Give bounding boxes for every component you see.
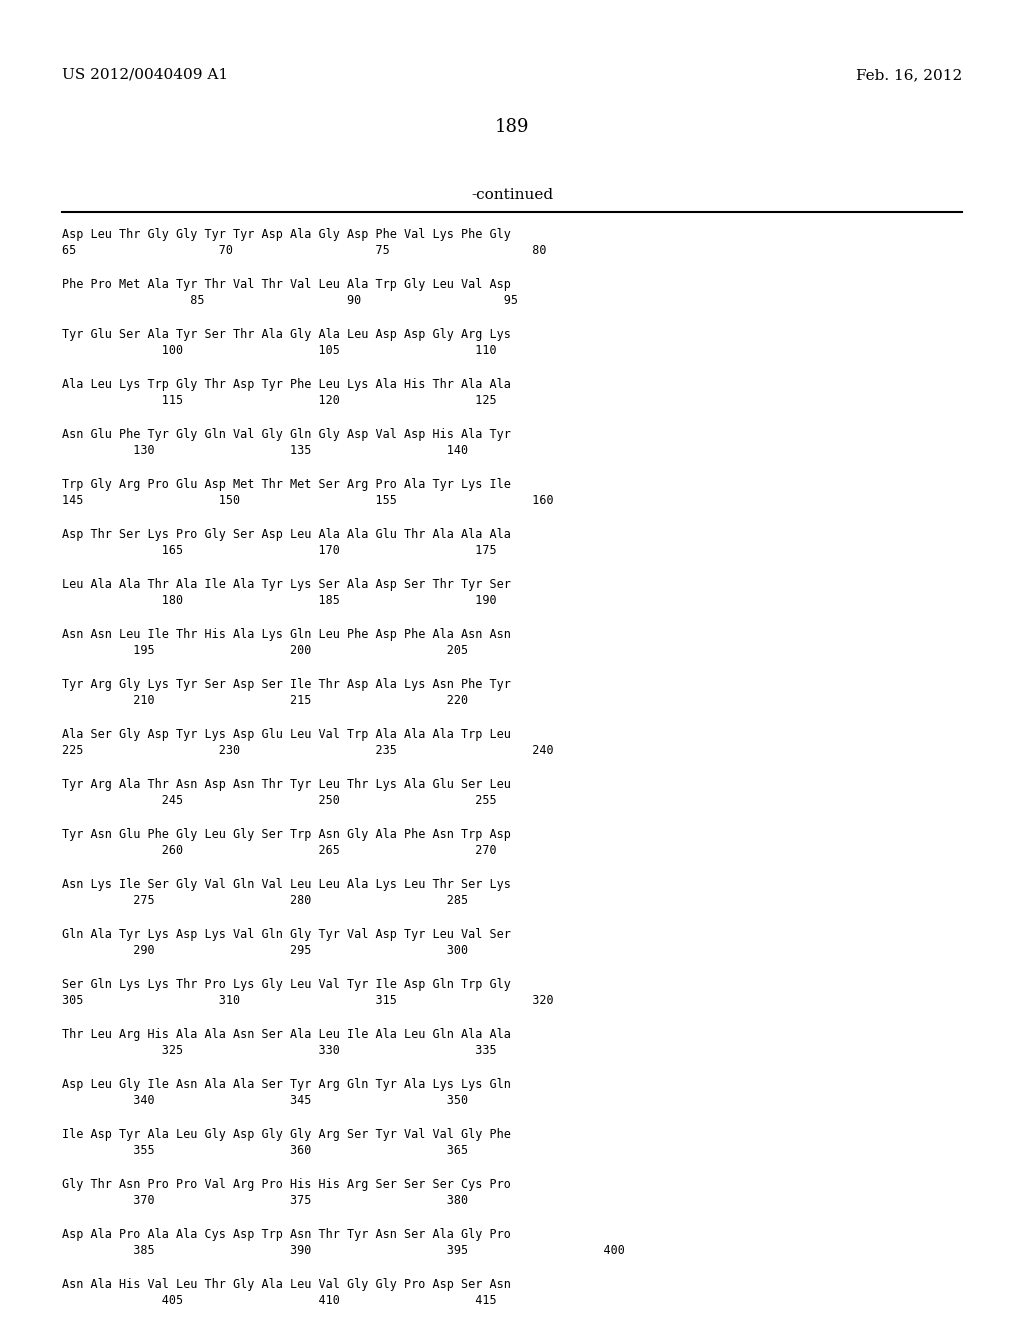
- Text: 130                   135                   140: 130 135 140: [62, 444, 468, 457]
- Text: 245                   250                   255: 245 250 255: [62, 795, 497, 807]
- Text: Asn Asn Leu Ile Thr His Ala Lys Gln Leu Phe Asp Phe Ala Asn Asn: Asn Asn Leu Ile Thr His Ala Lys Gln Leu …: [62, 628, 511, 642]
- Text: 260                   265                   270: 260 265 270: [62, 843, 497, 857]
- Text: Asp Ala Pro Ala Ala Cys Asp Trp Asn Thr Tyr Asn Ser Ala Gly Pro: Asp Ala Pro Ala Ala Cys Asp Trp Asn Thr …: [62, 1228, 511, 1241]
- Text: 85                    90                    95: 85 90 95: [62, 294, 518, 308]
- Text: Asn Glu Phe Tyr Gly Gln Val Gly Gln Gly Asp Val Asp His Ala Tyr: Asn Glu Phe Tyr Gly Gln Val Gly Gln Gly …: [62, 428, 511, 441]
- Text: US 2012/0040409 A1: US 2012/0040409 A1: [62, 69, 228, 82]
- Text: 340                   345                   350: 340 345 350: [62, 1094, 468, 1107]
- Text: 355                   360                   365: 355 360 365: [62, 1144, 468, 1158]
- Text: Trp Gly Arg Pro Glu Asp Met Thr Met Ser Arg Pro Ala Tyr Lys Ile: Trp Gly Arg Pro Glu Asp Met Thr Met Ser …: [62, 478, 511, 491]
- Text: Leu Ala Ala Thr Ala Ile Ala Tyr Lys Ser Ala Asp Ser Thr Tyr Ser: Leu Ala Ala Thr Ala Ile Ala Tyr Lys Ser …: [62, 578, 511, 591]
- Text: Ala Leu Lys Trp Gly Thr Asp Tyr Phe Leu Lys Ala His Thr Ala Ala: Ala Leu Lys Trp Gly Thr Asp Tyr Phe Leu …: [62, 378, 511, 391]
- Text: Gln Ala Tyr Lys Asp Lys Val Gln Gly Tyr Val Asp Tyr Leu Val Ser: Gln Ala Tyr Lys Asp Lys Val Gln Gly Tyr …: [62, 928, 511, 941]
- Text: Asn Lys Ile Ser Gly Val Gln Val Leu Leu Ala Lys Leu Thr Ser Lys: Asn Lys Ile Ser Gly Val Gln Val Leu Leu …: [62, 878, 511, 891]
- Text: 370                   375                   380: 370 375 380: [62, 1195, 468, 1206]
- Text: Ala Ser Gly Asp Tyr Lys Asp Glu Leu Val Trp Ala Ala Ala Trp Leu: Ala Ser Gly Asp Tyr Lys Asp Glu Leu Val …: [62, 729, 511, 741]
- Text: Asp Leu Gly Ile Asn Ala Ala Ser Tyr Arg Gln Tyr Ala Lys Lys Gln: Asp Leu Gly Ile Asn Ala Ala Ser Tyr Arg …: [62, 1078, 511, 1092]
- Text: Gly Thr Asn Pro Pro Val Arg Pro His His Arg Ser Ser Ser Cys Pro: Gly Thr Asn Pro Pro Val Arg Pro His His …: [62, 1177, 511, 1191]
- Text: Phe Pro Met Ala Tyr Thr Val Thr Val Leu Ala Trp Gly Leu Val Asp: Phe Pro Met Ala Tyr Thr Val Thr Val Leu …: [62, 279, 511, 290]
- Text: Asp Thr Ser Lys Pro Gly Ser Asp Leu Ala Ala Glu Thr Ala Ala Ala: Asp Thr Ser Lys Pro Gly Ser Asp Leu Ala …: [62, 528, 511, 541]
- Text: 180                   185                   190: 180 185 190: [62, 594, 497, 607]
- Text: Tyr Asn Glu Phe Gly Leu Gly Ser Trp Asn Gly Ala Phe Asn Trp Asp: Tyr Asn Glu Phe Gly Leu Gly Ser Trp Asn …: [62, 828, 511, 841]
- Text: Tyr Arg Gly Lys Tyr Ser Asp Ser Ile Thr Asp Ala Lys Asn Phe Tyr: Tyr Arg Gly Lys Tyr Ser Asp Ser Ile Thr …: [62, 678, 511, 690]
- Text: 210                   215                   220: 210 215 220: [62, 694, 468, 708]
- Text: -continued: -continued: [471, 187, 553, 202]
- Text: Feb. 16, 2012: Feb. 16, 2012: [856, 69, 962, 82]
- Text: Asp Leu Thr Gly Gly Tyr Tyr Asp Ala Gly Asp Phe Val Lys Phe Gly: Asp Leu Thr Gly Gly Tyr Tyr Asp Ala Gly …: [62, 228, 511, 242]
- Text: Ser Gln Lys Lys Thr Pro Lys Gly Leu Val Tyr Ile Asp Gln Trp Gly: Ser Gln Lys Lys Thr Pro Lys Gly Leu Val …: [62, 978, 511, 991]
- Text: 290                   295                   300: 290 295 300: [62, 944, 468, 957]
- Text: 65                    70                    75                    80: 65 70 75 80: [62, 244, 547, 257]
- Text: Ile Asp Tyr Ala Leu Gly Asp Gly Gly Arg Ser Tyr Val Val Gly Phe: Ile Asp Tyr Ala Leu Gly Asp Gly Gly Arg …: [62, 1129, 511, 1140]
- Text: 305                   310                   315                   320: 305 310 315 320: [62, 994, 554, 1007]
- Text: 325                   330                   335: 325 330 335: [62, 1044, 497, 1057]
- Text: 195                   200                   205: 195 200 205: [62, 644, 468, 657]
- Text: Asn Ala His Val Leu Thr Gly Ala Leu Val Gly Gly Pro Asp Ser Asn: Asn Ala His Val Leu Thr Gly Ala Leu Val …: [62, 1278, 511, 1291]
- Text: 189: 189: [495, 117, 529, 136]
- Text: 275                   280                   285: 275 280 285: [62, 894, 468, 907]
- Text: 165                   170                   175: 165 170 175: [62, 544, 497, 557]
- Text: Tyr Glu Ser Ala Tyr Ser Thr Ala Gly Ala Leu Asp Asp Gly Arg Lys: Tyr Glu Ser Ala Tyr Ser Thr Ala Gly Ala …: [62, 327, 511, 341]
- Text: 145                   150                   155                   160: 145 150 155 160: [62, 494, 554, 507]
- Text: 115                   120                   125: 115 120 125: [62, 393, 497, 407]
- Text: 385                   390                   395                   400: 385 390 395 400: [62, 1243, 625, 1257]
- Text: Thr Leu Arg His Ala Ala Asn Ser Ala Leu Ile Ala Leu Gln Ala Ala: Thr Leu Arg His Ala Ala Asn Ser Ala Leu …: [62, 1028, 511, 1041]
- Text: Tyr Arg Ala Thr Asn Asp Asn Thr Tyr Leu Thr Lys Ala Glu Ser Leu: Tyr Arg Ala Thr Asn Asp Asn Thr Tyr Leu …: [62, 777, 511, 791]
- Text: 405                   410                   415: 405 410 415: [62, 1294, 497, 1307]
- Text: 225                   230                   235                   240: 225 230 235 240: [62, 744, 554, 756]
- Text: 100                   105                   110: 100 105 110: [62, 345, 497, 356]
